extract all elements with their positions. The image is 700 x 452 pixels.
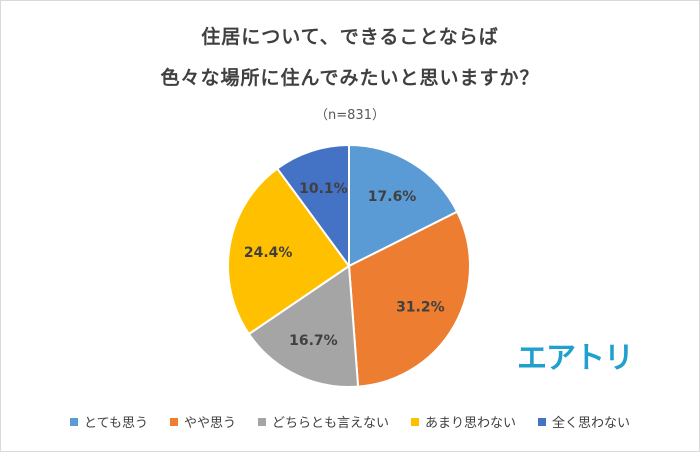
slice-value-label: 16.7% [289,333,338,349]
chart-legend: とても思う やや思う どちらとも言えない あまり思わない 全く思わない [0,412,700,431]
legend-label: やや思う [183,416,236,431]
chart-title-line2: 色々な場所に住んでみたいと思いますか？ [160,67,540,89]
legend-swatch [410,417,419,426]
slice-value-label: 10.1% [299,181,348,197]
legend-item: どちらとも言えない [257,412,389,431]
legend-item: あまり思わない [410,412,516,431]
legend-swatch [169,417,178,426]
pie-slice [347,210,471,388]
legend-label: あまり思わない [424,416,516,431]
slice-value-label: 31.2% [396,299,445,315]
legend-swatch [257,417,266,426]
pie-slice [275,143,350,270]
legend-swatch [538,417,546,426]
chart-title-line1: 住居について、できることならば [201,26,499,48]
legend-item: やや思う [169,412,236,431]
pie-slice [227,167,351,336]
legend-item: 全く思わない [538,412,630,431]
slice-value-label: 24.4% [244,245,293,261]
pie-slice [247,264,360,388]
legend-label: とても思う [83,416,148,431]
legend-label: 全く思わない [552,416,631,431]
slice-value-label: 17.6% [368,189,417,205]
chart-subtitle: （n=831） [315,108,385,123]
legend-swatch [69,417,78,426]
legend-label: どちらとも言えない [271,416,389,431]
airtrip-logo: エアトリ [517,341,634,376]
pie-slice [348,143,459,268]
legend-item: とても思う [69,412,148,431]
